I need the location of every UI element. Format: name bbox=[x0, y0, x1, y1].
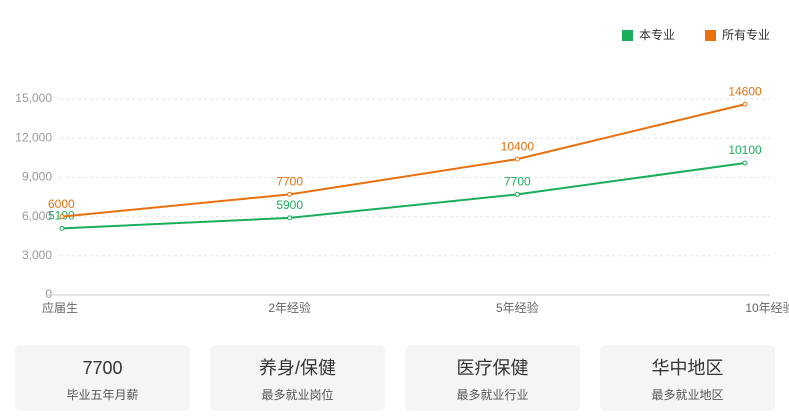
card-value: 养身/保健 bbox=[258, 358, 336, 378]
card: 医疗保健最多就业行业 bbox=[405, 345, 580, 411]
point bbox=[742, 101, 748, 107]
data-label: 6000 bbox=[48, 197, 75, 211]
data-label: 14600 bbox=[728, 84, 762, 98]
card-value: 华中地区 bbox=[651, 358, 724, 378]
card: 养身/保健最多就业岗位 bbox=[210, 345, 385, 411]
y-tick-label: 0 bbox=[45, 287, 52, 301]
chart: 0 3,000 6,000 9,000 12,000 15,000 应届生 2年经验 5年经验 1… bbox=[15, 27, 789, 315]
y-tick-label: 3,000 bbox=[22, 248, 52, 262]
card-label: 最多就业岗位 bbox=[261, 388, 334, 402]
y-tick-label: 9,000 bbox=[22, 170, 52, 184]
card-value: 7700 bbox=[82, 358, 123, 378]
series-line bbox=[61, 162, 746, 230]
legend-swatch bbox=[622, 30, 633, 41]
data-label: 10400 bbox=[501, 139, 535, 153]
legend-label: 本专业 bbox=[639, 27, 675, 42]
point bbox=[287, 191, 293, 197]
card: 7700 毕业五年月薪 bbox=[15, 345, 190, 411]
point bbox=[742, 160, 748, 166]
legend-swatch bbox=[705, 30, 716, 41]
data-label: 10100 bbox=[728, 143, 762, 157]
card-label: 毕业五年月薪 bbox=[66, 388, 139, 402]
legend-label: 所有专业 bbox=[722, 27, 770, 42]
card-label: 最多就业行业 bbox=[456, 388, 529, 402]
data-label: 7700 bbox=[276, 175, 303, 189]
y-tick-label: 15,000 bbox=[15, 91, 52, 105]
y-tick-label: 12,000 bbox=[15, 130, 52, 144]
x-tick-label: 5年经验 bbox=[496, 300, 539, 315]
card-label: 最多就业地区 bbox=[651, 388, 724, 402]
point bbox=[287, 215, 293, 221]
data-label: 7700 bbox=[504, 175, 531, 189]
point bbox=[514, 156, 520, 162]
card: 华中地区最多就业地区 bbox=[600, 345, 775, 411]
point bbox=[514, 191, 520, 197]
point bbox=[59, 225, 65, 231]
data-label: 5900 bbox=[276, 198, 303, 212]
x-tick-label: 2年经验 bbox=[268, 300, 311, 315]
point bbox=[59, 214, 65, 220]
y-tick-label: 6,000 bbox=[22, 209, 52, 223]
series-line bbox=[61, 103, 746, 218]
x-tick-label: 10年经验 bbox=[745, 300, 789, 315]
x-tick-label: 应届生 bbox=[42, 300, 78, 315]
card-value: 医疗保健 bbox=[456, 358, 529, 378]
summary-cards: 7700 毕业五年月薪 养身/保健最多就业岗位 医疗保健最多就业行业 华中地区最多… bbox=[0, 345, 789, 411]
